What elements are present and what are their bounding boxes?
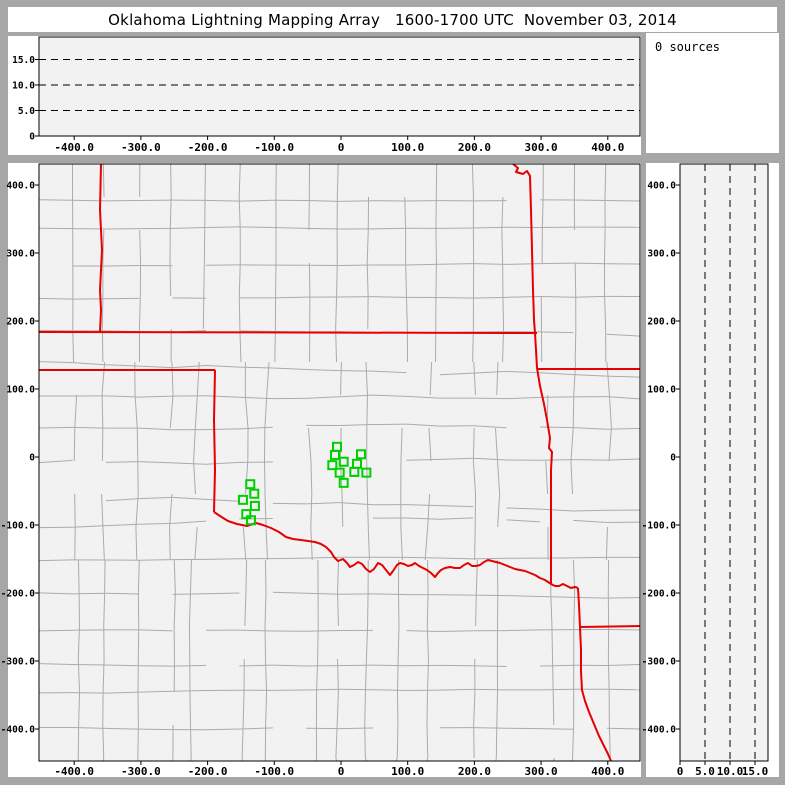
station-marker: [237, 494, 248, 505]
svg-text:400.0: 400.0: [647, 181, 676, 192]
station-marker: [338, 477, 349, 488]
svg-text:100.0: 100.0: [391, 765, 424, 778]
station-marker: [329, 449, 340, 460]
svg-text:100.0: 100.0: [391, 141, 424, 154]
station-marker: [349, 466, 360, 477]
svg-text:400.0: 400.0: [591, 765, 624, 778]
svg-text:200.0: 200.0: [458, 765, 491, 778]
station-marker: [245, 515, 256, 526]
chart-altitude-vs-northsouth: 400.0 300.0 200.0 100.0 0 -100.0 -200.0 -300.0 -…: [642, 163, 769, 778]
svg-text:300.0: 300.0: [647, 249, 676, 260]
svg-text:5.0: 5.0: [18, 106, 35, 117]
svg-text:300.0: 300.0: [6, 249, 35, 260]
svg-text:300.0: 300.0: [525, 765, 558, 778]
svg-text:-100.0: -100.0: [642, 521, 677, 532]
svg-text:-200.0: -200.0: [1, 589, 36, 600]
svg-text:0: 0: [29, 453, 35, 464]
station-marker: [327, 460, 338, 471]
state-borders-layer: [39, 164, 640, 761]
svg-text:400.0: 400.0: [591, 141, 624, 154]
svg-text:5.0: 5.0: [695, 765, 715, 778]
station-marker: [249, 488, 260, 499]
svg-text:400.0: 400.0: [6, 181, 35, 192]
svg-text:-300.0: -300.0: [1, 657, 36, 668]
svg-text:-300.0: -300.0: [121, 765, 161, 778]
county-boundaries-layer: [39, 164, 640, 761]
svg-text:-200.0: -200.0: [188, 141, 228, 154]
station-marker: [249, 500, 260, 511]
svg-text:300.0: 300.0: [525, 141, 558, 154]
station-marker: [356, 449, 367, 460]
svg-text:10.0: 10.0: [12, 80, 35, 91]
svg-text:-100.0: -100.0: [254, 141, 294, 154]
svg-text:10.0: 10.0: [717, 765, 744, 778]
svg-text:200.0: 200.0: [6, 317, 35, 328]
source-count-label: 0 sources: [655, 40, 721, 54]
svg-text:0: 0: [338, 141, 345, 154]
svg-text:-200.0: -200.0: [642, 589, 677, 600]
svg-text:-300.0: -300.0: [642, 657, 677, 668]
svg-text:0: 0: [670, 453, 676, 464]
lma-station-markers: [237, 441, 372, 526]
svg-text:15.0: 15.0: [12, 55, 35, 66]
svg-text:0: 0: [29, 132, 35, 143]
svg-text:-400.0: -400.0: [1, 725, 36, 736]
svg-text:15.0: 15.0: [742, 765, 769, 778]
station-marker: [361, 467, 372, 478]
station-marker: [245, 479, 256, 490]
station-marker: [338, 456, 349, 467]
source-count-panel: 0 sources: [646, 33, 779, 153]
svg-text:-100.0: -100.0: [1, 521, 36, 532]
window-title: Oklahoma Lightning Mapping Array 1600-17…: [8, 7, 777, 32]
chart-plan-view-map: 400.0 300.0 200.0 100.0 0 -100.0 -200.0 -300.0 -…: [1, 163, 641, 778]
chart-altitude-vs-eastwest: 0 5.0 10.0 15.0 -400.0 -300.0 -200.0 -100.0 0 100…: [12, 36, 641, 154]
svg-text:-400.0: -400.0: [54, 765, 94, 778]
svg-text:200.0: 200.0: [458, 141, 491, 154]
svg-text:-300.0: -300.0: [121, 141, 161, 154]
svg-text:200.0: 200.0: [647, 317, 676, 328]
svg-text:0: 0: [338, 765, 345, 778]
svg-text:-200.0: -200.0: [188, 765, 228, 778]
svg-text:-100.0: -100.0: [254, 765, 294, 778]
svg-text:-400.0: -400.0: [54, 141, 94, 154]
station-marker: [334, 467, 345, 478]
svg-text:100.0: 100.0: [647, 385, 676, 396]
svg-text:-400.0: -400.0: [642, 725, 677, 736]
svg-text:100.0: 100.0: [6, 385, 35, 396]
svg-text:0: 0: [677, 765, 684, 778]
